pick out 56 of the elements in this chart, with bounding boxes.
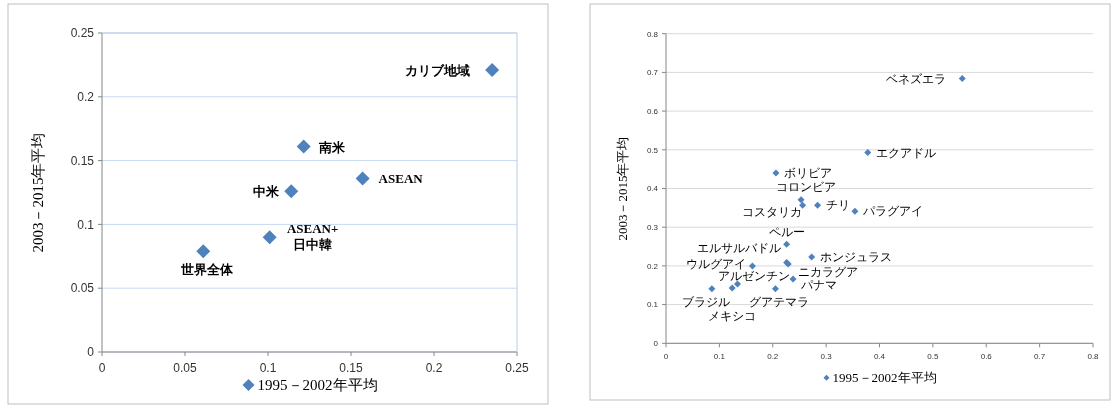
y-tick-label: 0.8 (646, 29, 659, 39)
annotation: パラグアイ (861, 204, 923, 219)
annotation: 中米 (253, 184, 281, 200)
x-tick-label: 0.1 (713, 352, 726, 362)
y-tick-label: 0.3 (646, 223, 659, 232)
y-axis-title: 2003－2015年平均 (30, 132, 47, 253)
annotation: ASEAN+ 日中韓 (286, 221, 339, 253)
y-tick-label: 0.1 (77, 217, 95, 232)
y-tick-label: 0.2 (646, 261, 659, 271)
x-tick-label: 0.2 (425, 361, 443, 375)
annotation: コロンビア (776, 179, 837, 194)
y-tick-label: 0 (653, 339, 659, 349)
y-tick-label: 0.5 (646, 145, 659, 155)
annotation: メキシコ (708, 308, 757, 323)
y-tick-label: 0.25 (70, 26, 95, 41)
annotation: チリ (825, 198, 850, 213)
x-tick-label: 0 (663, 352, 669, 362)
annotation: ホンジュラス (819, 250, 892, 264)
annotation: アルゼンチン (717, 269, 790, 284)
annotation: コスタリカ (741, 205, 802, 220)
x-tick-label: 0.25 (505, 361, 529, 375)
y-tick-label: 0.05 (70, 281, 95, 296)
x-tick-label: 0.3 (820, 352, 833, 362)
annotation: ブラジル (681, 294, 730, 309)
x-tick-label: 0.7 (1034, 352, 1046, 362)
annotation: エクアドル (875, 145, 936, 160)
x-tick-label: 0 (98, 361, 106, 375)
x-tick-label: 0.6 (980, 352, 993, 362)
y-tick-label: 0.15 (70, 153, 95, 168)
x-tick-label: 0.15 (339, 361, 363, 375)
annotation: 世界全体 (180, 262, 235, 278)
y-tick-label: 0.2 (77, 90, 95, 104)
legend-label: 1995－2002年平均 (257, 377, 378, 393)
x-tick-label: 0.4 (873, 352, 886, 362)
annotation: ペルー (768, 225, 805, 240)
annotation: グアテマラ (749, 294, 810, 309)
x-tick-label: 0.8 (1087, 352, 1100, 362)
x-tick-label: 0.1 (259, 361, 277, 375)
annotation: ウルグアイ (686, 256, 747, 271)
y-tick-label: 0.7 (646, 68, 659, 78)
x-tick-label: 0.2 (767, 352, 779, 362)
annotation: ボリビア (783, 166, 832, 181)
annotation: ニカラグア (798, 264, 859, 279)
annotation: エルサルバドル (696, 241, 781, 256)
y-tick-label: 0.1 (646, 300, 659, 310)
y-tick-label: 0.4 (646, 184, 659, 194)
x-tick-label: 0.05 (173, 361, 197, 375)
y-axis-title: 2003－2015年平均 (614, 136, 630, 241)
y-tick-label: 0.6 (646, 106, 659, 116)
annotation: 南米 (317, 139, 346, 155)
x-tick-label: 0.5 (927, 352, 939, 362)
annotation: ベネズエラ (886, 71, 947, 86)
annotation: カリブ地域 (405, 63, 471, 78)
annotation: ASEAN (378, 171, 424, 187)
annotation: パナマ (800, 278, 838, 293)
legend-label: 1995－2002年平均 (832, 370, 937, 385)
